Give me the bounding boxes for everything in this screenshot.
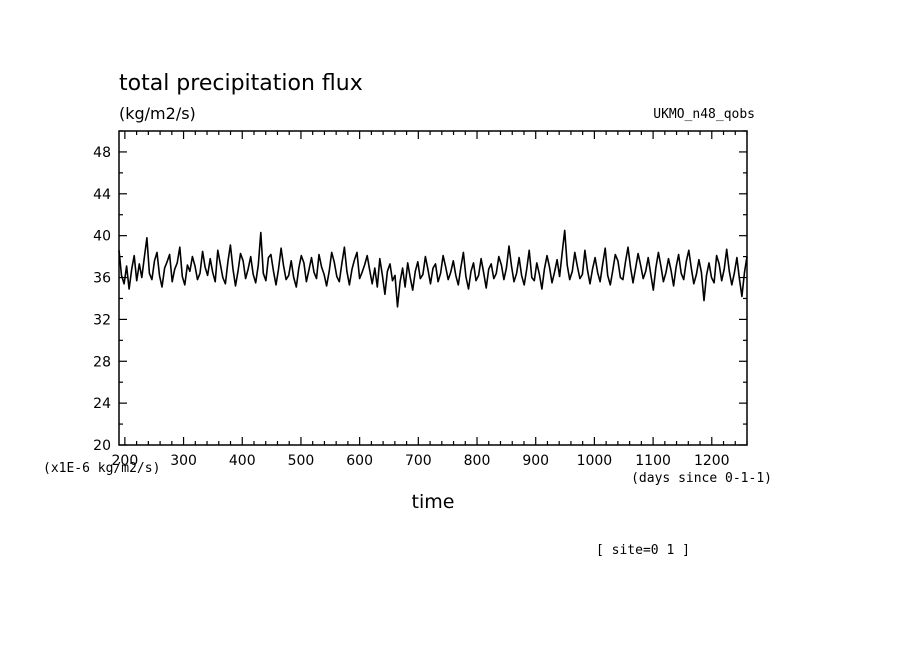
- y-tick-label: 36: [93, 271, 111, 287]
- x-tick-label: 900: [522, 453, 549, 469]
- y-tick-label: 48: [93, 145, 111, 161]
- chart-units-label: (kg/m2/s): [119, 104, 196, 123]
- x-tick-label: 400: [229, 453, 256, 469]
- x-tick-label: 1200: [694, 453, 730, 469]
- x-axis-title: time: [412, 491, 455, 513]
- y-tick-label: 28: [93, 354, 111, 370]
- y-tick-label: 24: [93, 396, 111, 412]
- chart-title: total precipitation flux: [119, 71, 363, 96]
- x-tick-label: 700: [405, 453, 432, 469]
- y-scale-label: (x1E-6 kg/m2/s): [43, 461, 160, 476]
- x-units-label: (days since 0-1-1): [631, 471, 772, 486]
- x-tick-label: 300: [170, 453, 197, 469]
- y-tick-label: 44: [93, 187, 111, 203]
- y-tick-label: 32: [93, 312, 111, 328]
- site-label: [ site=0 1 ]: [596, 543, 690, 558]
- x-tick-label: 600: [346, 453, 373, 469]
- y-axis: 20 24 28 32 36 40 44 48: [93, 130, 747, 454]
- x-tick-label: 500: [288, 453, 315, 469]
- y-tick-label: 20: [93, 438, 111, 454]
- plot-frame: [118, 130, 748, 446]
- dataset-label: UKMO_n48_qobs: [653, 107, 755, 122]
- series-line: [118, 229, 748, 308]
- y-tick-label: 40: [93, 229, 111, 245]
- x-tick-label: 1000: [577, 453, 613, 469]
- x-tick-label: 800: [464, 453, 491, 469]
- x-axis: 200 300 400 500 600 700 800 900 1000 1100 1200: [112, 131, 748, 469]
- x-tick-label: 200: [112, 453, 139, 469]
- x-tick-label: 1100: [635, 453, 671, 469]
